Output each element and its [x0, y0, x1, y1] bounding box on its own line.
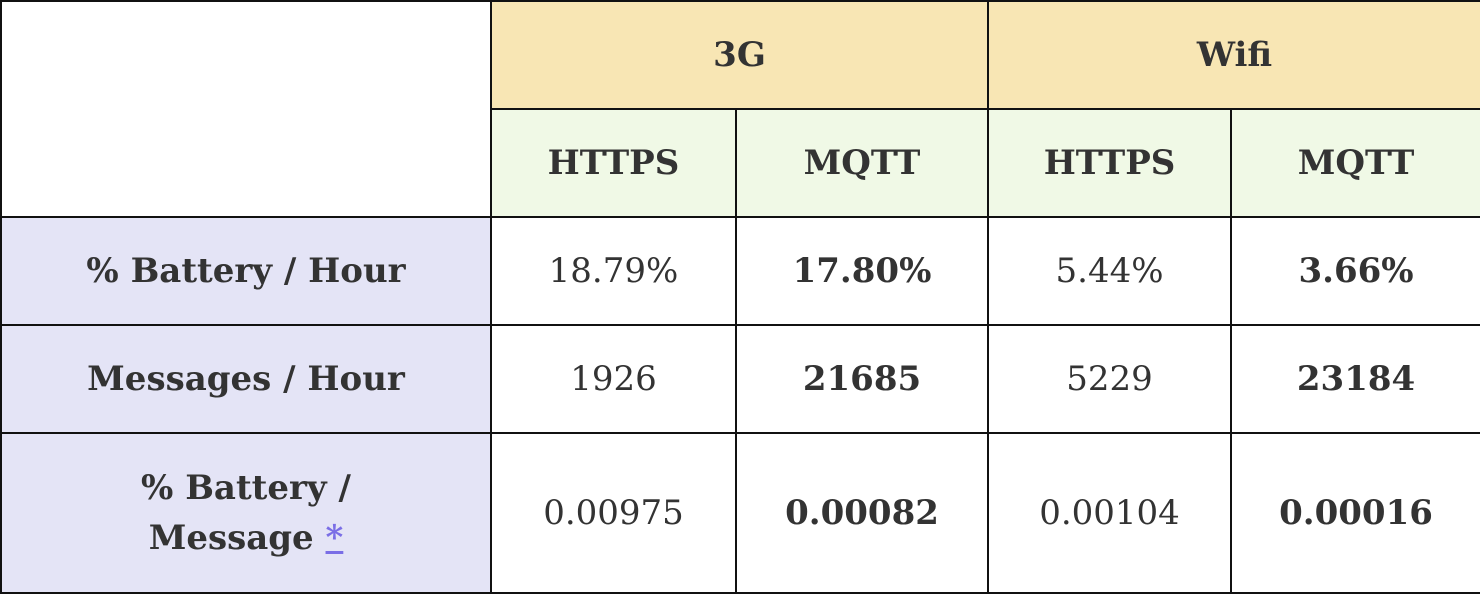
- protocol-header-wifi-mqtt: MQTT: [1230, 108, 1480, 218]
- table-row: % Battery / Hour 18.79% 17.80% 5.44% 3.6…: [0, 216, 1480, 326]
- table-cell: 1926: [490, 324, 737, 434]
- table-row: Messages / Hour 1926 21685 5229 23184: [0, 324, 1480, 434]
- table-cell: 0.00016: [1230, 432, 1480, 594]
- table-cell: 5.44%: [987, 216, 1233, 326]
- protocol-header-wifi-https: HTTPS: [987, 108, 1233, 218]
- row-header-messages-per-hour: Messages / Hour: [0, 324, 492, 434]
- protocol-header-row: HTTPS MQTT HTTPS MQTT: [1, 108, 1480, 218]
- table-cell: 21685: [734, 324, 990, 434]
- table-cell: 0.00975: [490, 432, 737, 594]
- protocol-header-3g-mqtt: MQTT: [734, 108, 990, 218]
- table-cell: 23184: [1230, 324, 1480, 434]
- table-cell: 17.80%: [734, 216, 990, 326]
- group-header-3g: 3G: [489, 0, 990, 110]
- group-header-wifi: Wifi: [987, 0, 1480, 110]
- group-header-row: 3G Wifi: [0, 0, 1480, 218]
- corner-cell: [0, 0, 492, 218]
- table-cell: 0.00104: [987, 432, 1233, 594]
- row-header-label: % Battery / Message: [141, 468, 351, 558]
- footnote-link[interactable]: *: [325, 518, 344, 558]
- row-header-battery-per-message: % Battery / Message *: [0, 432, 492, 594]
- table-cell: 18.79%: [490, 216, 737, 326]
- row-header-label-wrap: % Battery / Message *: [101, 463, 391, 563]
- table-cell: 5229: [987, 324, 1233, 434]
- table-cell: 3.66%: [1230, 216, 1480, 326]
- table-cell: 0.00082: [734, 432, 990, 594]
- table-row: % Battery / Message * 0.00975 0.00082 0.…: [0, 432, 1480, 594]
- protocol-header-3g-https: HTTPS: [490, 108, 737, 218]
- row-header-battery-per-hour: % Battery / Hour: [0, 216, 492, 326]
